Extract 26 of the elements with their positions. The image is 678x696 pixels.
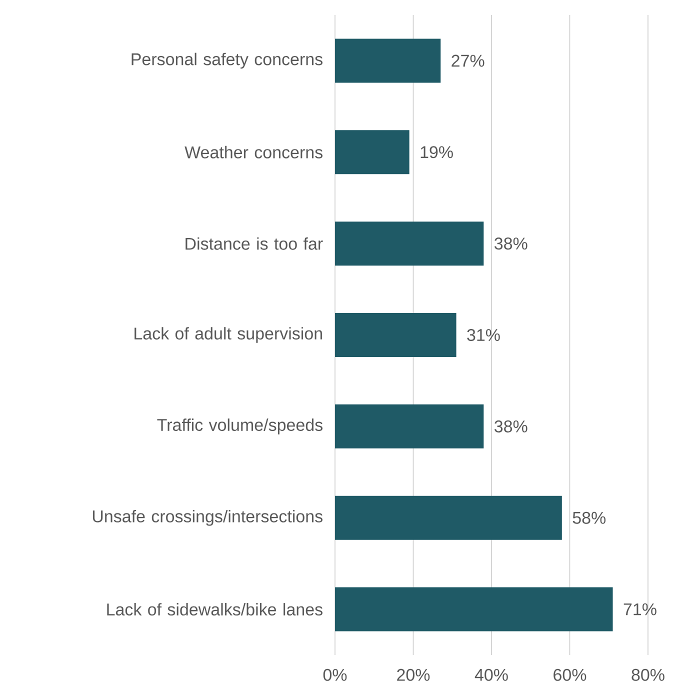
y-tick-label: Personal safety concerns bbox=[132, 52, 322, 69]
bar bbox=[335, 496, 562, 540]
bar bbox=[335, 587, 613, 632]
x-tick-label: 80% bbox=[632, 668, 664, 681]
y-tick-label: Lack of sidewalks/bike lanes bbox=[107, 603, 322, 616]
x-tick-label: 0% bbox=[323, 668, 347, 681]
x-tick-label: 60% bbox=[554, 668, 586, 681]
y-tick-label: Weather concerns bbox=[184, 146, 322, 158]
bar bbox=[335, 130, 410, 174]
x-tick-label: 20% bbox=[397, 668, 430, 681]
bar bbox=[335, 38, 441, 83]
data-label: 38% bbox=[494, 420, 528, 432]
data-label: 19% bbox=[420, 146, 453, 158]
y-tick-label: Unsafe crossings/intersections bbox=[92, 510, 322, 526]
data-label: 71% bbox=[624, 603, 656, 616]
y-tick-label: Lack of adult supervision bbox=[134, 327, 322, 343]
bar bbox=[335, 313, 456, 358]
bar bbox=[335, 222, 484, 266]
y-tick-label: Traffic volume/speeds bbox=[157, 418, 322, 434]
data-label: 38% bbox=[494, 238, 528, 250]
data-label: 27% bbox=[452, 54, 484, 67]
data-label: 31% bbox=[467, 328, 500, 342]
data-label: 58% bbox=[572, 512, 606, 524]
x-tick-label: 40% bbox=[474, 668, 508, 681]
y-tick-label: Distance is too far bbox=[186, 237, 323, 250]
bar bbox=[335, 404, 484, 448]
